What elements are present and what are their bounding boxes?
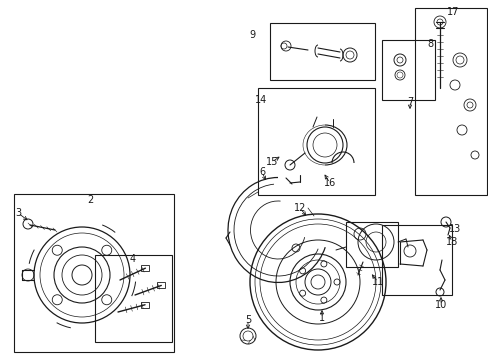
Bar bbox=[95, 255, 172, 342]
Text: 12: 12 bbox=[293, 203, 305, 213]
Text: 11: 11 bbox=[371, 277, 384, 287]
Bar bbox=[346, 222, 397, 267]
Text: 15: 15 bbox=[265, 157, 278, 167]
Bar bbox=[414, 8, 486, 195]
Text: 10: 10 bbox=[434, 300, 446, 310]
Text: 17: 17 bbox=[446, 7, 458, 17]
Bar bbox=[141, 265, 149, 271]
Text: 13: 13 bbox=[448, 224, 460, 234]
Text: 7: 7 bbox=[406, 97, 412, 107]
Bar bbox=[258, 88, 374, 195]
Text: 9: 9 bbox=[248, 30, 255, 40]
Text: 18: 18 bbox=[445, 237, 457, 247]
Bar bbox=[269, 23, 374, 80]
Text: 3: 3 bbox=[15, 208, 21, 218]
Bar bbox=[381, 40, 434, 100]
Bar bbox=[157, 283, 165, 288]
Text: 6: 6 bbox=[259, 167, 264, 177]
Bar bbox=[141, 302, 149, 308]
Bar bbox=[381, 225, 451, 295]
Text: 5: 5 bbox=[244, 315, 251, 325]
Text: 4: 4 bbox=[130, 254, 136, 264]
Text: 1: 1 bbox=[318, 313, 325, 323]
Text: 14: 14 bbox=[254, 95, 266, 105]
Text: 8: 8 bbox=[426, 39, 432, 49]
Text: 16: 16 bbox=[323, 178, 335, 188]
Text: 2: 2 bbox=[87, 195, 93, 205]
Bar bbox=[14, 194, 174, 352]
